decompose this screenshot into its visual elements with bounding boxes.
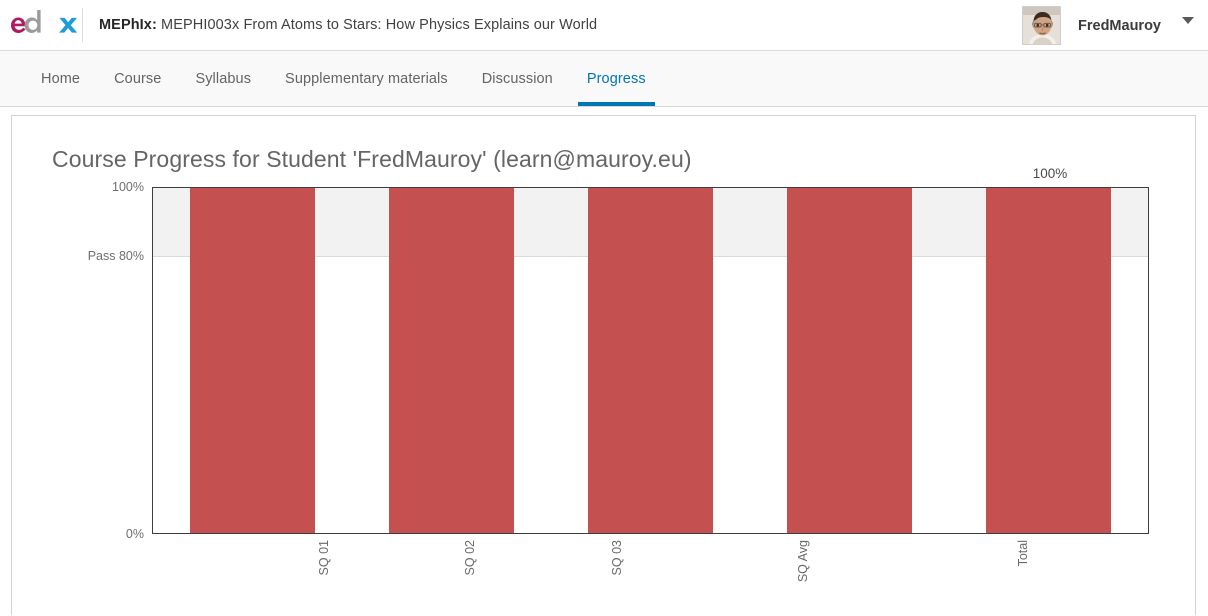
edx-logo-link[interactable] bbox=[0, 10, 82, 40]
x-label-sq-avg: SQ Avg bbox=[796, 540, 810, 583]
header-divider bbox=[82, 8, 83, 42]
bar-slot-sq03 bbox=[551, 188, 750, 533]
tab-syllabus[interactable]: Syllabus bbox=[195, 70, 252, 87]
bar-sq03[interactable] bbox=[587, 188, 714, 533]
site-header: MEPhIx: MEPHI003x From Atoms to Stars: H… bbox=[0, 0, 1208, 51]
x-label-sq03: SQ 03 bbox=[610, 540, 624, 576]
bar-slot-total bbox=[949, 188, 1148, 533]
tab-discussion[interactable]: Discussion bbox=[481, 70, 553, 87]
tab-supplementary-materials[interactable]: Supplementary materials bbox=[285, 70, 448, 87]
bar-total[interactable] bbox=[985, 188, 1112, 533]
x-label-total: Total bbox=[1016, 540, 1030, 567]
page-title: Course Progress for Student 'FredMauroy'… bbox=[52, 146, 692, 172]
course-title: MEPhIx: MEPHI003x From Atoms to Stars: H… bbox=[99, 17, 597, 33]
course-name: MEPHI003x From Atoms to Stars: How Physi… bbox=[161, 17, 598, 33]
course-org: MEPhIx: bbox=[99, 17, 157, 33]
bar-slot-sq02 bbox=[352, 188, 551, 533]
bar-sq-avg[interactable] bbox=[786, 188, 913, 533]
bar-sq02[interactable] bbox=[388, 188, 515, 533]
plot-area bbox=[152, 187, 1149, 534]
bar-slot-sq-avg bbox=[750, 188, 949, 533]
y-tick-0: 0% bbox=[125, 527, 144, 541]
user-avatar-photo-icon bbox=[1023, 7, 1060, 44]
bar-sq01[interactable] bbox=[189, 188, 316, 533]
bar-value-total: 100% bbox=[1032, 166, 1068, 181]
edx-logo-icon bbox=[11, 10, 77, 33]
bar-slot-sq01 bbox=[153, 188, 352, 533]
y-tick-100: 100% bbox=[112, 180, 144, 194]
chevron-down-icon[interactable] bbox=[1182, 17, 1194, 24]
avatar[interactable] bbox=[1022, 6, 1061, 45]
course-nav: Home Course Syllabus Supplementary mater… bbox=[0, 51, 1208, 107]
x-label-sq02: SQ 02 bbox=[463, 540, 477, 576]
progress-bar-chart: 100% Pass 80% 0% 100% bbox=[12, 116, 1197, 616]
progress-card: Course Progress for Student 'FredMauroy'… bbox=[11, 115, 1196, 615]
username-label: FredMauroy bbox=[1078, 17, 1161, 34]
tab-course[interactable]: Course bbox=[114, 70, 162, 87]
x-label-sq01: SQ 01 bbox=[317, 540, 331, 576]
user-menu[interactable]: FredMauroy bbox=[1022, 0, 1194, 51]
tab-home[interactable]: Home bbox=[41, 70, 81, 87]
y-tick-pass-80: Pass 80% bbox=[87, 249, 144, 263]
tab-progress[interactable]: Progress bbox=[570, 51, 663, 106]
bar-group bbox=[153, 188, 1148, 533]
